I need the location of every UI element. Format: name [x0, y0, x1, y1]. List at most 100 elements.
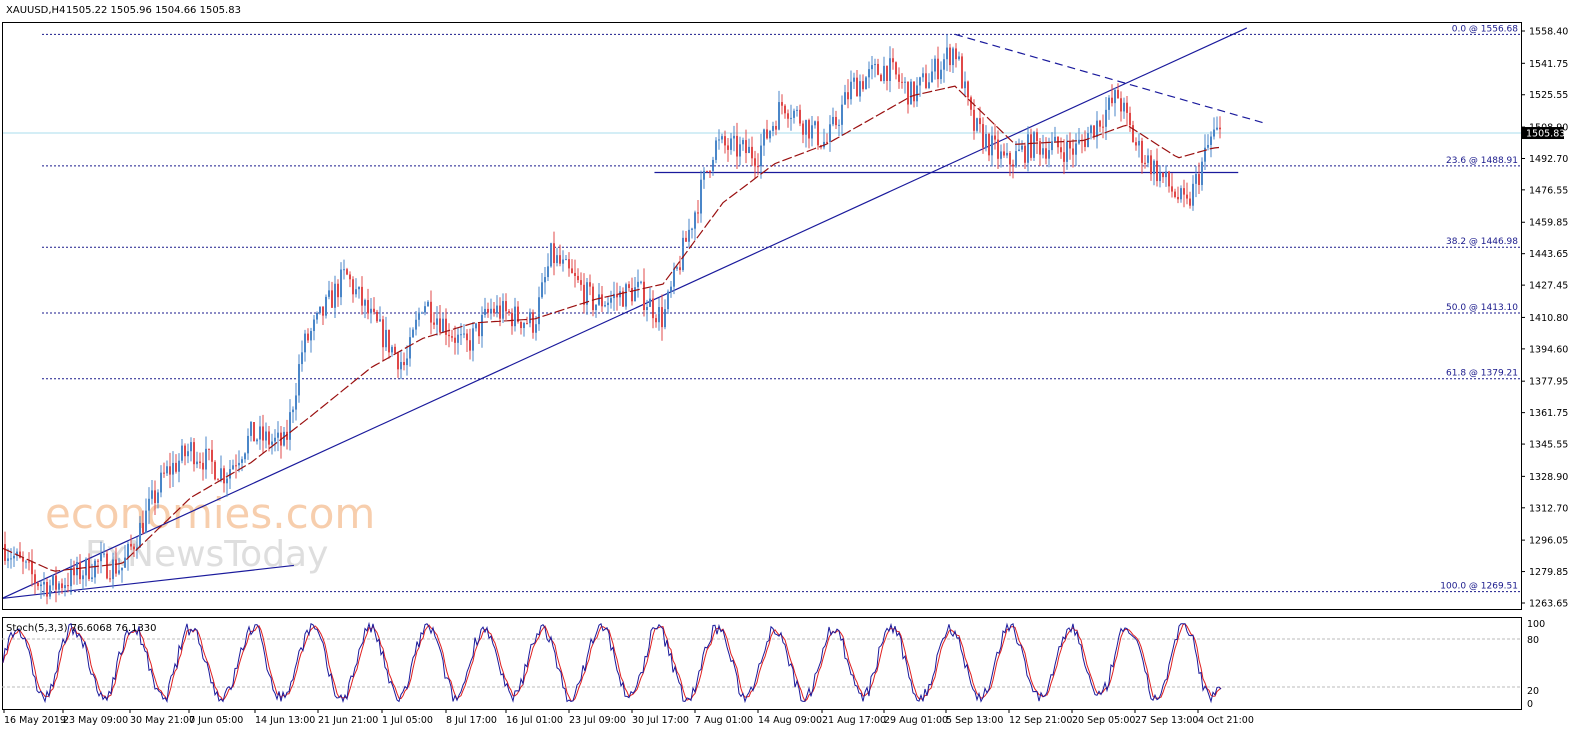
candle-body — [1177, 196, 1179, 200]
time-tick-label: 27 Sep 13:00 — [1135, 715, 1198, 726]
candle-body — [895, 62, 897, 75]
candle-body — [295, 395, 297, 410]
candle-body — [376, 311, 378, 322]
candle-body — [643, 281, 645, 310]
candle-body — [976, 118, 978, 131]
candle-body — [148, 498, 150, 511]
candle-body — [322, 306, 324, 316]
price-panel-border — [2, 22, 1522, 610]
symbol-label: XAUUSD,H4 — [6, 5, 65, 16]
candle-body — [1162, 172, 1164, 178]
fib-level-label: 38.2 @ 1446.98 — [1446, 237, 1518, 247]
candle-body — [1171, 186, 1173, 192]
candle-body — [379, 319, 381, 322]
candle-body — [124, 557, 126, 568]
candle-body — [1183, 188, 1185, 195]
candle-body — [1030, 134, 1032, 158]
candle-body — [109, 578, 111, 580]
candle-body — [805, 120, 807, 135]
candle-body — [22, 557, 24, 562]
price-tick-label: 1328.90 — [1529, 472, 1568, 483]
time-tick-label: 7 Jun 05:00 — [189, 715, 243, 726]
candle-body — [298, 364, 300, 396]
candle-body — [700, 179, 702, 214]
chart-frame — [2, 22, 1522, 710]
stoch-axis-label: 100 — [1527, 619, 1545, 630]
candle-body — [100, 553, 102, 562]
candle-body — [559, 255, 561, 264]
candle-body — [58, 583, 60, 590]
candle-body — [871, 65, 873, 70]
candle-body — [70, 567, 72, 587]
candle-body — [556, 255, 558, 264]
candle-body — [625, 284, 627, 307]
candle-body — [1189, 198, 1191, 206]
fib-level-label: 0.0 @ 1556.68 — [1452, 24, 1519, 34]
trendline — [1, 27, 1248, 599]
candle-body — [307, 333, 309, 341]
candle-body — [721, 136, 723, 140]
candle-body — [1033, 132, 1035, 158]
candle-body — [943, 59, 945, 70]
candle-body — [1129, 112, 1131, 126]
candle-body — [421, 312, 423, 314]
candle-body — [454, 337, 456, 343]
candle-body — [1102, 126, 1104, 128]
candle-body — [544, 277, 546, 283]
candle-body — [646, 306, 648, 310]
candle-body — [337, 283, 339, 298]
candle-body — [574, 272, 576, 276]
candle-body — [811, 125, 813, 139]
candle-body — [1108, 97, 1110, 110]
candle-body — [412, 329, 414, 338]
time-tick-label: 30 Jul 17:00 — [632, 715, 689, 726]
candle-body — [28, 561, 30, 563]
candle-body — [727, 145, 729, 150]
candle-body — [787, 113, 789, 119]
candle-body — [472, 328, 474, 351]
candle-body — [1060, 147, 1062, 153]
candle-body — [697, 212, 699, 214]
candle-body — [610, 298, 612, 303]
candle-body — [478, 323, 480, 337]
candle-body — [592, 286, 594, 311]
candle-body — [61, 583, 63, 589]
candle-body — [349, 274, 351, 280]
candle-body — [553, 243, 555, 264]
time-tick-label: 4 Oct 21:00 — [1198, 715, 1254, 726]
stoch-signal-line — [2, 623, 1222, 702]
candle-body — [1024, 145, 1026, 163]
candle-body — [166, 466, 168, 474]
candle-body — [1069, 141, 1071, 149]
price-tick-label: 1263.65 — [1529, 599, 1568, 610]
candle-body — [487, 308, 489, 313]
time-tick-label: 21 Jun 21:00 — [318, 715, 378, 726]
candle-body — [1051, 141, 1053, 151]
candle-body — [301, 352, 303, 365]
time-tick-label: 29 Aug 01:00 — [884, 715, 948, 726]
price-axis: 1558.401541.751525.551508.901492.701476.… — [1521, 27, 1568, 610]
candle-body — [766, 129, 768, 139]
candle-body — [1039, 141, 1041, 155]
candle-body — [241, 459, 243, 463]
candle-body — [802, 123, 804, 135]
candle-body — [160, 472, 162, 493]
candle-body — [1144, 162, 1146, 164]
candle-body — [1204, 147, 1206, 162]
candle-body — [826, 141, 828, 143]
candle-body — [835, 116, 837, 126]
candle-body — [706, 170, 708, 172]
candle-body — [1063, 152, 1065, 162]
candle-body — [886, 65, 888, 81]
candle-body — [865, 77, 867, 90]
candle-body — [682, 237, 684, 271]
candle-body — [340, 269, 342, 298]
candle-body — [127, 543, 129, 558]
candle-body — [958, 56, 960, 60]
candle-body — [907, 81, 909, 105]
candle-body — [670, 286, 672, 292]
candle-body — [928, 82, 930, 88]
candle-body — [1111, 97, 1113, 104]
